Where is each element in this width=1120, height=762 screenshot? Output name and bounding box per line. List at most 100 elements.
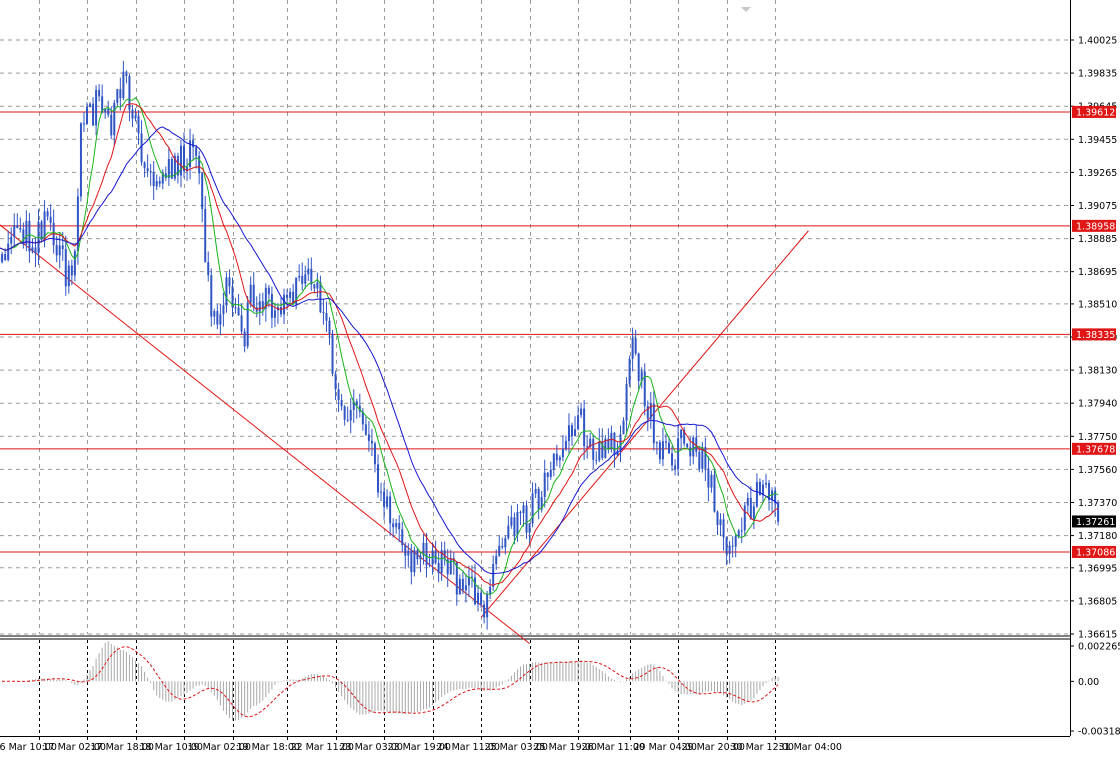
level-badge-label: 1.38958 — [1076, 221, 1115, 232]
candle-body — [83, 123, 85, 124]
candle-body — [144, 162, 146, 168]
candle-body — [698, 452, 700, 469]
candle-body — [98, 90, 100, 96]
candle-body — [738, 531, 740, 536]
candle-body — [159, 181, 161, 183]
candle-body — [610, 433, 612, 449]
candle-body — [680, 430, 682, 439]
price-tick-label: 1.39265 — [1078, 168, 1117, 179]
candle-body — [153, 173, 155, 187]
price-tick-label: 1.37180 — [1078, 531, 1117, 542]
candle-body — [526, 505, 528, 532]
candle-body — [110, 115, 112, 136]
price-tick-label: 1.36995 — [1078, 563, 1117, 574]
candle-body — [723, 519, 725, 537]
candle-body — [426, 543, 428, 566]
candle-body — [313, 284, 315, 288]
candle-body — [250, 285, 252, 303]
candle-body — [592, 439, 594, 460]
candle-body — [498, 546, 500, 556]
candle-body — [753, 506, 755, 519]
candle-body — [238, 308, 240, 316]
price-tick-label: 1.39835 — [1078, 69, 1117, 80]
candle-body — [404, 545, 406, 555]
price-tick-label: 1.38510 — [1078, 299, 1117, 310]
candle-body — [623, 421, 625, 435]
candle-body — [289, 292, 291, 298]
candle-body — [756, 482, 758, 506]
candle-body — [516, 512, 518, 535]
candle-body — [125, 72, 127, 76]
candle-body — [562, 449, 564, 458]
candle-body — [529, 523, 531, 532]
candle-body — [668, 443, 670, 454]
candle-body — [507, 526, 509, 538]
candle-body — [325, 313, 327, 321]
price-tick-label: 1.38885 — [1078, 234, 1117, 245]
candle-body — [225, 277, 227, 305]
candle-body — [662, 441, 664, 459]
candle-body — [538, 489, 540, 510]
candle-body — [301, 276, 303, 284]
candle-body — [720, 519, 722, 525]
candle-body — [192, 140, 194, 147]
candle-body — [710, 475, 712, 488]
candle-body — [116, 89, 118, 103]
candle-body — [392, 523, 394, 527]
candle-body — [147, 168, 149, 171]
candle-body — [377, 464, 379, 492]
candle-body — [165, 173, 167, 178]
candle-body — [495, 556, 497, 564]
osc-tick-label: 0.00 — [1078, 677, 1099, 688]
level-badge-label: 1.37086 — [1076, 547, 1115, 558]
price-tick-label: 1.36615 — [1078, 630, 1117, 641]
candle-body — [689, 447, 691, 456]
candle-body — [138, 116, 140, 134]
candle-body — [332, 334, 334, 374]
candle-body — [519, 512, 521, 513]
candle-body — [210, 275, 212, 316]
candle-body — [717, 512, 719, 525]
candle-body — [16, 225, 18, 228]
candle-body — [13, 225, 15, 237]
candle-body — [550, 470, 552, 477]
candle-body — [556, 454, 558, 461]
candle-body — [204, 209, 206, 262]
candle-body — [638, 353, 640, 381]
candle-body — [492, 564, 494, 587]
price-tick-label: 1.37370 — [1078, 498, 1117, 509]
candle-body — [47, 211, 49, 216]
candle-body — [68, 266, 70, 287]
candle-body — [462, 579, 464, 590]
candle-body — [686, 444, 688, 448]
candle-body — [371, 441, 373, 444]
price-tick-label: 1.39455 — [1078, 135, 1117, 146]
candle-body — [95, 90, 97, 126]
candle-body — [419, 556, 421, 560]
candle-body — [480, 593, 482, 605]
candle-body — [504, 538, 506, 547]
candle-body — [180, 146, 182, 176]
candle-body — [729, 546, 731, 554]
candle-body — [629, 359, 631, 384]
price-tick-label: 1.36805 — [1078, 596, 1117, 607]
level-badge-label: 1.38335 — [1076, 330, 1115, 341]
candle-body — [59, 245, 61, 255]
candle-body — [532, 493, 534, 523]
candle-body — [707, 468, 709, 487]
candle-body — [253, 285, 255, 308]
osc-tick-label: -0.003182 — [1078, 727, 1120, 738]
candle-body — [735, 536, 737, 547]
candle-body — [535, 489, 537, 494]
candle-body — [398, 523, 400, 529]
candle-body — [74, 251, 76, 275]
candle-body — [28, 221, 30, 252]
candle-body — [501, 546, 503, 548]
candle-body — [674, 465, 676, 469]
candle-body — [595, 460, 597, 461]
candle-body — [201, 173, 203, 209]
candle-body — [510, 517, 512, 525]
candle-body — [413, 550, 415, 572]
